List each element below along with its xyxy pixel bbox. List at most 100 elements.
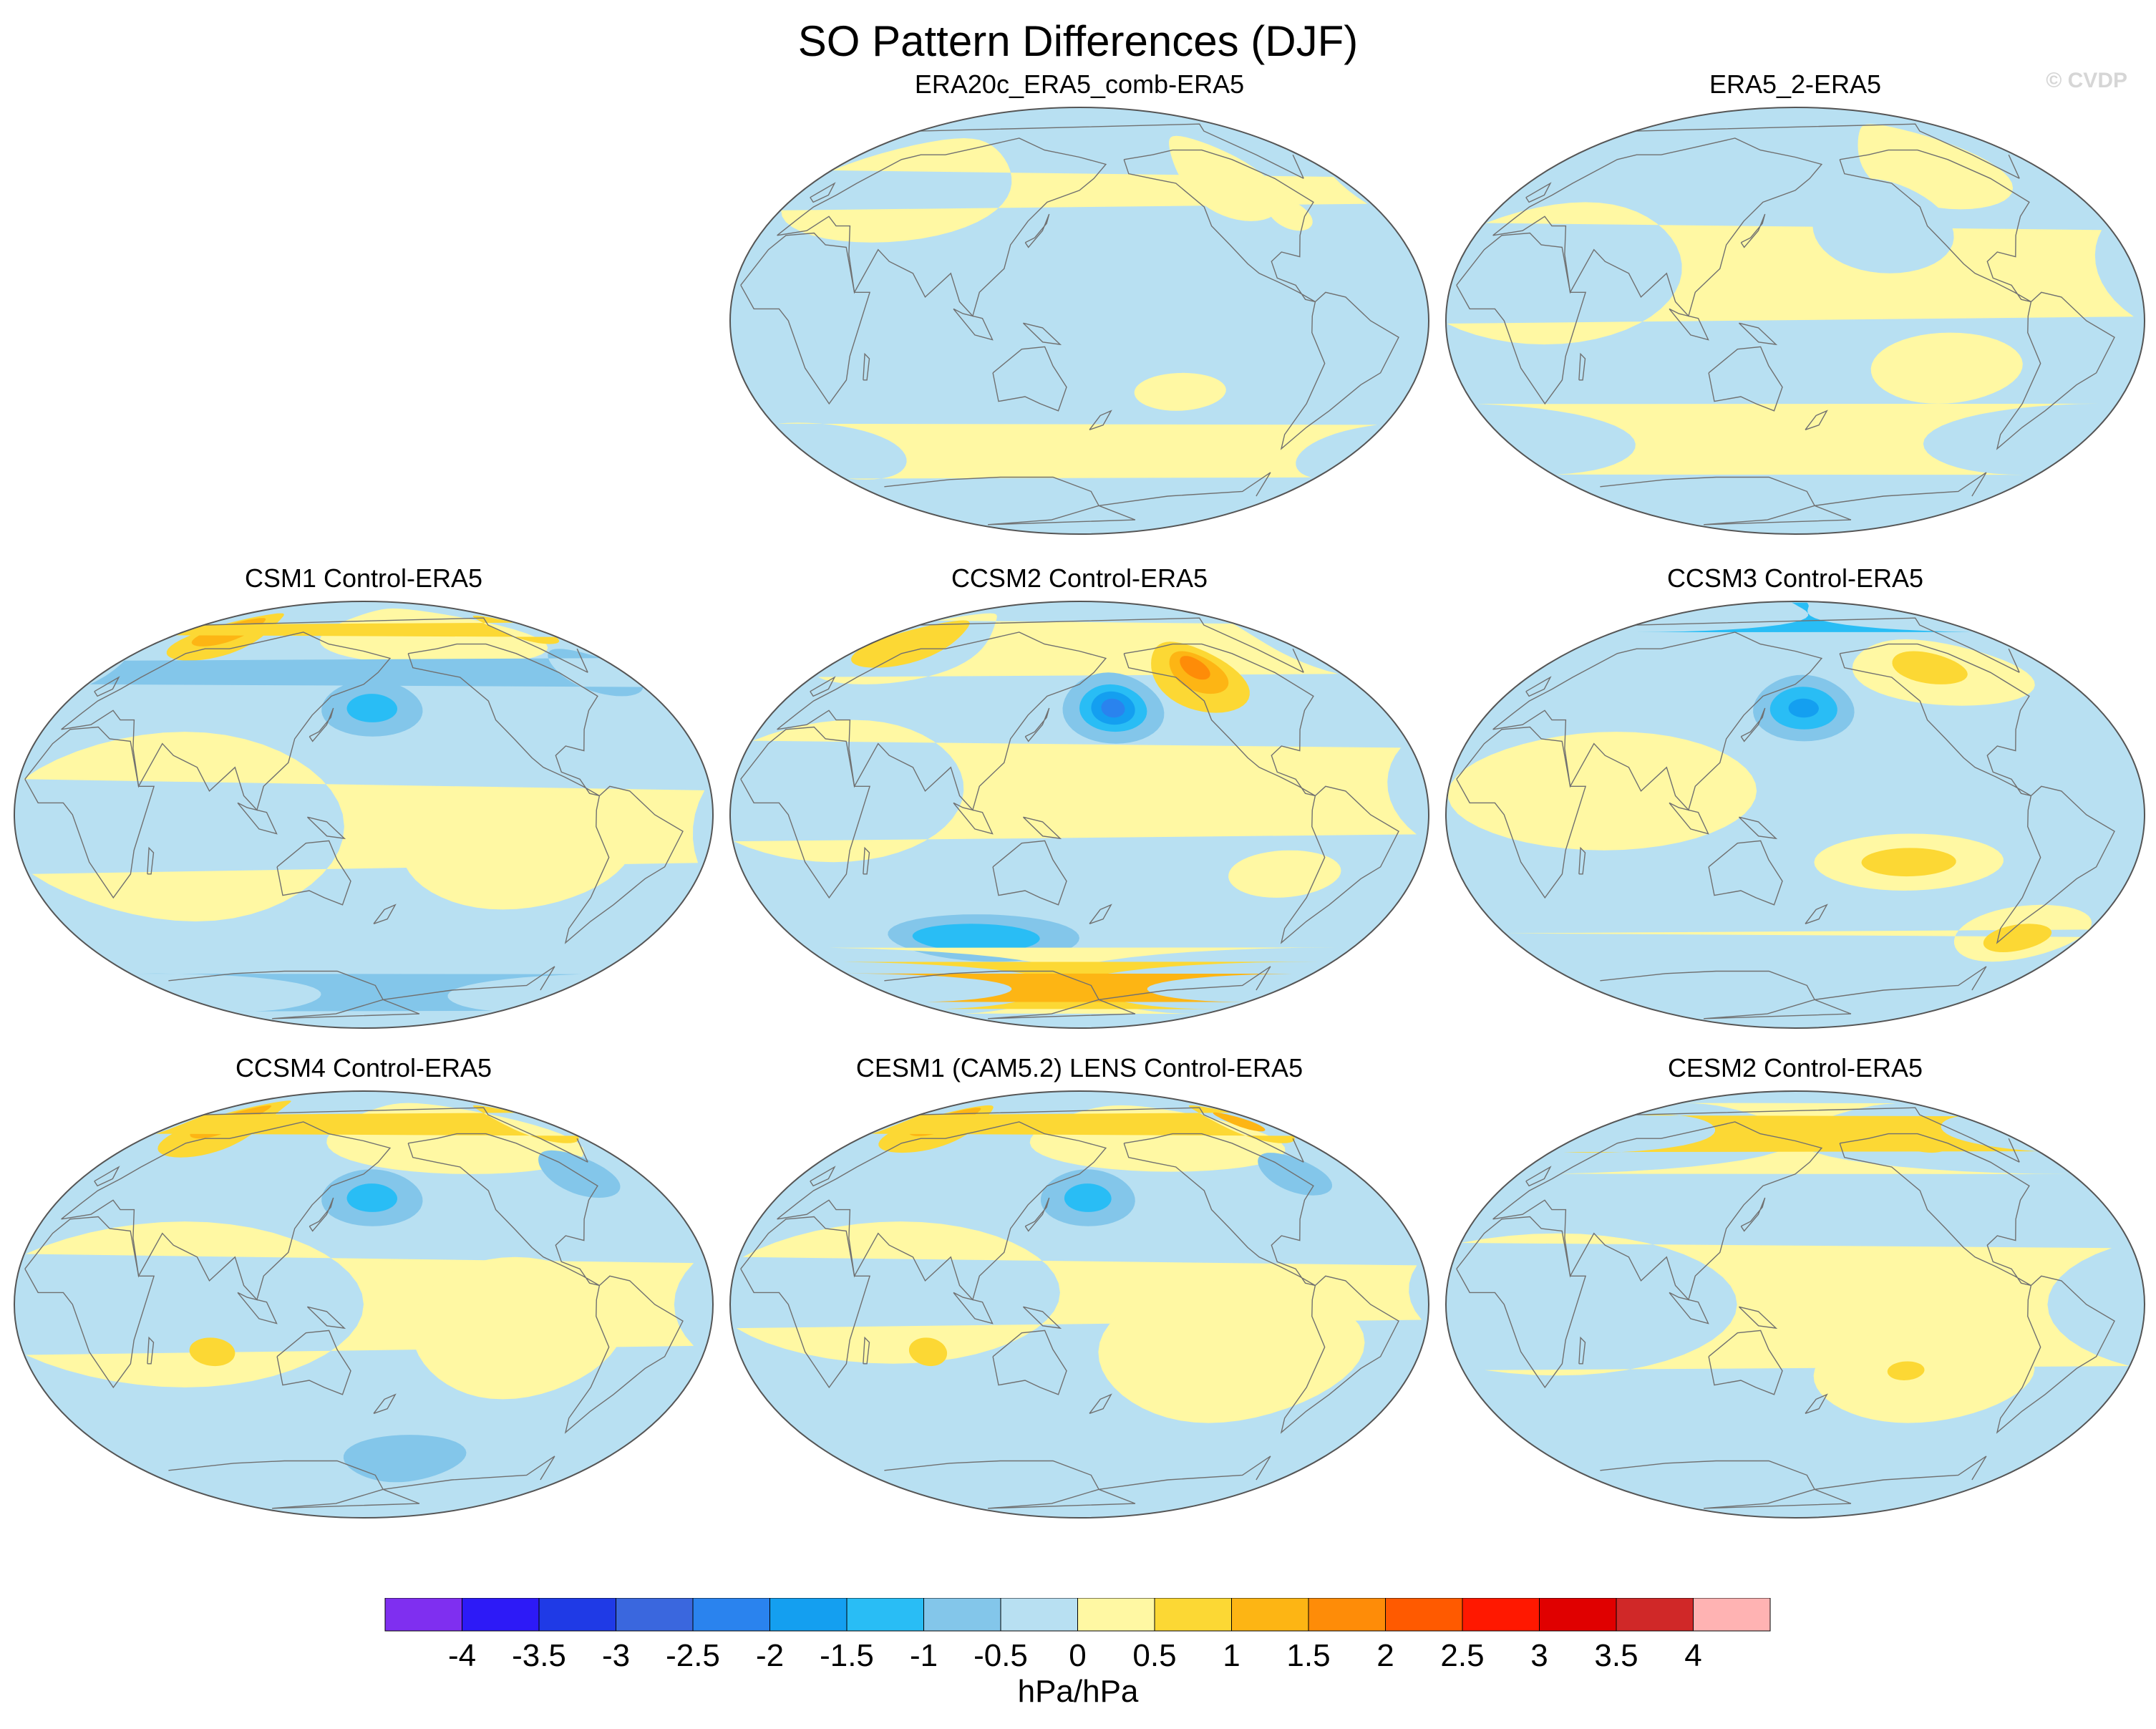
coastline	[777, 631, 1107, 811]
colorbar-box	[1616, 1598, 1694, 1632]
map-border	[1445, 601, 2145, 1029]
colorbar-box	[462, 1598, 540, 1632]
coastline	[740, 232, 871, 405]
colorbar	[384, 1598, 1771, 1632]
coastline	[1708, 840, 1783, 906]
coastline	[1635, 617, 2020, 673]
contour-region	[1505, 904, 2092, 962]
robinson-map	[1445, 1090, 2145, 1519]
coastline	[777, 137, 1107, 317]
coastline	[884, 472, 1271, 526]
contour-region	[1180, 656, 1210, 680]
coastline	[992, 840, 1067, 906]
contour-region	[851, 620, 970, 668]
coastline	[94, 1166, 120, 1187]
colorbar-box	[1308, 1598, 1386, 1632]
coastline	[276, 1330, 351, 1395]
coastline	[1024, 707, 1050, 742]
coastline	[168, 966, 555, 1020]
contour-region	[175, 615, 560, 644]
coastline	[1456, 1216, 1587, 1389]
contour-region	[1213, 1112, 1266, 1132]
coastline	[1708, 1330, 1783, 1395]
coastline	[863, 352, 870, 381]
coastline	[24, 726, 155, 899]
colorbar-tick-label: -1	[909, 1638, 938, 1673]
map-panel: CCSM2 Control-ERA5	[729, 563, 1430, 1030]
colorbar-tick-label: -3.5	[512, 1638, 566, 1673]
colorbar-tick-label: 1	[1223, 1638, 1240, 1673]
colorbar-tick-label: 2	[1376, 1638, 1394, 1673]
colorbar-tick-label: 2.5	[1440, 1638, 1485, 1673]
panel-title: CCSM4 Control-ERA5	[235, 1053, 492, 1083]
coastline	[1089, 410, 1112, 430]
contour-region	[1887, 1361, 1925, 1380]
coastline	[147, 1336, 155, 1365]
coastline	[1740, 1197, 1766, 1232]
coastline	[1738, 322, 1778, 346]
map-panel: CESM2 Control-ERA5	[1444, 1052, 2146, 1519]
coastline	[1578, 352, 1586, 381]
coastline	[810, 676, 836, 697]
contour-region	[319, 608, 548, 666]
contour-region	[1634, 602, 1973, 632]
coastline	[1740, 213, 1766, 248]
contour-region	[1813, 1328, 2035, 1423]
coastline	[1022, 816, 1062, 840]
coastline	[309, 1197, 334, 1232]
panel-title: ERA5_2-ERA5	[1709, 69, 1882, 99]
coastline	[564, 1275, 684, 1434]
coastline	[1996, 785, 2115, 944]
coastline	[1089, 1393, 1112, 1414]
contour-region	[136, 973, 582, 1012]
colorbar-box	[692, 1598, 770, 1632]
coastline	[1578, 846, 1586, 875]
contour-region	[1477, 403, 2099, 475]
credit-watermark: © CVDP	[2046, 69, 2127, 92]
colorbar-tick-label: 0.5	[1132, 1638, 1177, 1673]
colorbar-box	[1385, 1598, 1463, 1632]
contour-region	[412, 1256, 624, 1400]
coastline	[1669, 1292, 1709, 1324]
coastline	[1123, 1133, 1316, 1287]
coastline	[1600, 472, 1987, 526]
contour-region	[1098, 1280, 1365, 1423]
panel-title: CESM1 (CAM5.2) LENS Control-ERA5	[855, 1053, 1303, 1083]
contour-region	[1134, 372, 1226, 411]
coastline	[1738, 816, 1778, 840]
coastline	[740, 726, 871, 899]
map-panel: ERA5_2-ERA5	[1444, 69, 2146, 536]
colorbar-tick-label: -2	[755, 1638, 785, 1673]
panel-title: CSM1 Control-ERA5	[244, 563, 483, 593]
colorbar-box	[1693, 1598, 1771, 1632]
coastline	[919, 1107, 1304, 1163]
coastline	[863, 846, 870, 875]
contour-region	[912, 924, 1040, 952]
coastline	[1456, 232, 1587, 405]
coastline	[863, 1336, 870, 1365]
map-border	[14, 1090, 714, 1519]
contour-region	[908, 1337, 948, 1367]
map-border	[1445, 107, 2145, 535]
main-title: SO Pattern Differences (DJF)	[797, 17, 1359, 65]
colorbar-tick-label: -3	[601, 1638, 631, 1673]
map-border	[1445, 1090, 2145, 1519]
coastline	[1996, 291, 2115, 450]
coastline	[810, 1166, 836, 1187]
contour-region	[846, 973, 1293, 1002]
robinson-map	[1445, 107, 2145, 535]
coastline	[1708, 346, 1783, 412]
colorbar-box	[1154, 1598, 1232, 1632]
contour-region	[1812, 178, 1954, 273]
coastline	[309, 707, 334, 742]
contour-region	[1892, 651, 1968, 684]
coastline	[1805, 1393, 1828, 1414]
coastline	[276, 840, 351, 906]
contour-region	[1101, 698, 1125, 718]
coastline	[203, 617, 588, 673]
map-border	[729, 601, 1429, 1029]
map-panel: CCSM3 Control-ERA5	[1444, 563, 2146, 1030]
coastline	[564, 785, 684, 944]
coastline	[1996, 1275, 2115, 1434]
coastline	[407, 643, 600, 797]
